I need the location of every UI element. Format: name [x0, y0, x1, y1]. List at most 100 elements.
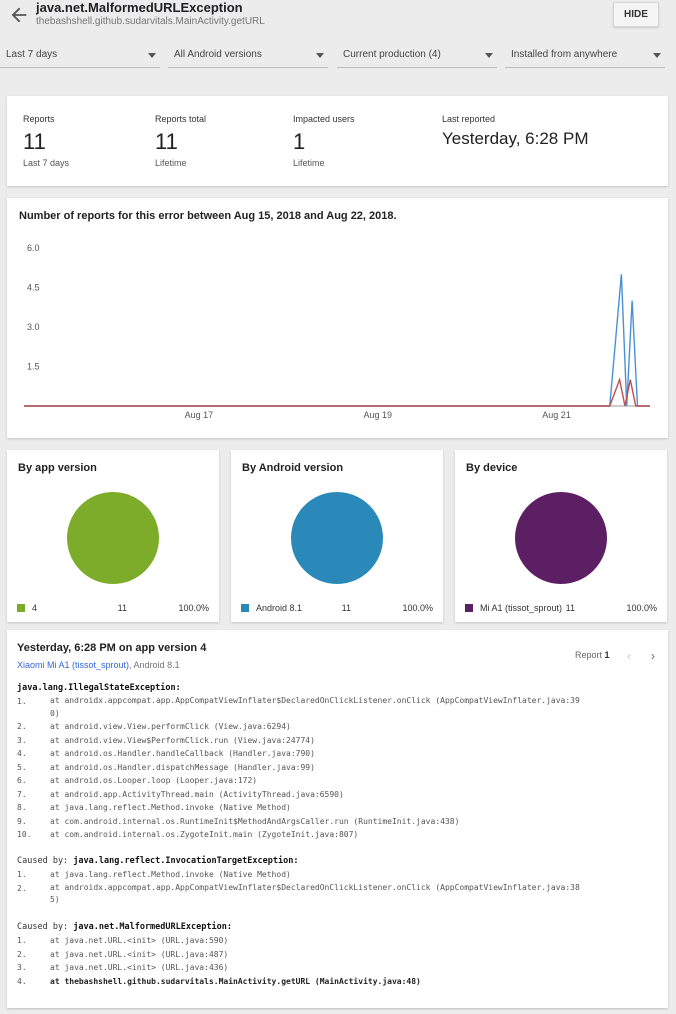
frame-text: at thebashshell.github.sudarvitals.MainA… — [50, 976, 421, 986]
stack-trace-block: Caused by: java.net.MalformedURLExceptio… — [17, 920, 662, 988]
exception-name: java.lang.IllegalStateException: — [17, 683, 181, 693]
stat-value: 11 — [23, 129, 46, 154]
legend-item-percent: 100.0% — [178, 603, 209, 613]
report-title: Yesterday, 6:28 PM on app version 4 — [17, 642, 207, 654]
stat-label: Reports total — [155, 114, 207, 124]
dropdown-caret-icon — [148, 53, 156, 58]
breakdown-title: By app version — [18, 462, 97, 474]
legend-item-percent: 100.0% — [402, 603, 433, 613]
frame-text: at com.android.internal.os.RuntimeInit$M… — [50, 816, 460, 826]
stat-value: 11 — [155, 129, 178, 154]
report-pager-number: 1 — [604, 650, 610, 660]
stack-frame: 3. at android.view.View$PerformClick.run … — [17, 734, 662, 748]
exception-prefix: Caused by: — [17, 856, 74, 866]
breakdown-legend-row: Mi A1 (tissot_sprout) 11 100.0% — [465, 602, 661, 616]
stat-sublabel: Lifetime — [293, 158, 325, 168]
reports-chart-card: Number of reports for this error between… — [7, 198, 668, 438]
frame-number: 4. — [17, 749, 27, 758]
hide-button[interactable]: HIDE — [613, 2, 659, 27]
stats-card: Reports 11 Last 7 days Reports total 11 … — [7, 96, 668, 186]
frame-text: at android.os.Handler.handleCallback (Ha… — [50, 749, 315, 758]
exception-header: java.lang.IllegalStateException: — [17, 681, 662, 695]
breakdown-title: By device — [466, 462, 518, 474]
report-pager: Report 1 — [575, 650, 610, 660]
frame-number: 7. — [17, 789, 27, 799]
device-link[interactable]: Xiaomi Mi A1 (tissot_sprout) — [17, 660, 130, 670]
legend-item-count: 11 — [117, 603, 127, 613]
pie-slice — [291, 492, 383, 584]
stack-frame: 5. at android.os.Handler.dispatchMessage … — [17, 761, 662, 775]
page-subtitle: thebashshell.github.sudarvitals.MainActi… — [36, 16, 265, 27]
frame-number: 10. — [17, 830, 32, 839]
stack-frame: 8. at java.lang.reflect.Method.invoke (Na… — [17, 801, 662, 815]
page-title: java.net.MalformedURLException — [36, 0, 243, 15]
frame-text: at androidx.appcompat.app.AppCompatViewI… — [50, 882, 580, 905]
exception-name: java.lang.reflect.InvocationTargetExcept… — [73, 856, 299, 866]
stack-frame: 2. at android.view.View.performClick (Vie… — [17, 720, 662, 734]
report-detail-card: Yesterday, 6:28 PM on app version 4 Xiao… — [7, 630, 668, 1008]
filter-label: Last 7 days — [6, 49, 58, 60]
frame-number: 3. — [17, 963, 27, 972]
by-app-version-card: By app version 4 11 100.0% — [7, 450, 219, 622]
frame-text: at java.net.URL.<init> (URL.java:436) — [50, 963, 229, 972]
y-tick-label: 4.5 — [27, 283, 40, 293]
legend-item-name: Android 8.1 — [256, 603, 303, 613]
breakdown-title: By Android version — [242, 462, 344, 474]
x-tick-label: Aug 21 — [542, 410, 571, 420]
back-arrow-icon[interactable] — [8, 4, 30, 26]
stack-frame: 3. at java.net.URL.<init> (URL.java:436) — [17, 961, 662, 975]
stat-impacted-users: Impacted users 1 Lifetime — [293, 114, 355, 168]
frame-number: 3. — [17, 735, 27, 745]
stack-trace-block: Caused by: java.lang.reflect.InvocationT… — [17, 854, 662, 907]
y-tick-label: 1.5 — [27, 362, 40, 372]
chevron-left-icon[interactable]: ‹ — [627, 649, 631, 663]
stack-frame: 1. at java.lang.reflect.Method.invoke (Na… — [17, 868, 662, 882]
filter-android-version[interactable]: All Android versions — [168, 44, 328, 68]
y-tick-label: 6.0 — [27, 243, 40, 253]
stack-frame: 4. at android.os.Handler.handleCallback (… — [17, 747, 662, 761]
filter-label: Installed from anywhere — [511, 49, 618, 60]
frame-number: 6. — [17, 776, 27, 785]
frame-number: 8. — [17, 803, 27, 812]
x-tick-label: Aug 19 — [363, 410, 392, 420]
frame-text: at java.net.URL.<init> (URL.java:487) — [50, 949, 229, 959]
stat-label: Last reported — [442, 114, 496, 124]
app-version-pie-chart — [67, 492, 159, 584]
frame-number: 9. — [17, 816, 27, 826]
stack-frame: 7. at android.app.ActivityThread.main (Ac… — [17, 788, 662, 802]
filter-install-source[interactable]: Installed from anywhere — [505, 44, 665, 68]
filter-app-version[interactable]: Current production (4) — [337, 44, 497, 68]
frame-number: 1. — [17, 936, 27, 945]
chevron-right-icon[interactable]: › — [651, 649, 655, 663]
frame-number: 1. — [17, 870, 27, 879]
breakdown-legend-row: 4 11 100.0% — [17, 602, 213, 616]
stack-trace-block: java.lang.IllegalStateException: 1. at an… — [17, 681, 662, 842]
stat-sublabel: Lifetime — [155, 158, 187, 168]
frame-text: at android.view.View$PerformClick.run (V… — [50, 735, 315, 745]
exception-name: java.net.MalformedURLException: — [73, 922, 232, 932]
frame-text: at android.view.View.performClick (View.… — [50, 722, 291, 731]
stack-frame: 1. at androidx.appcompat.app.AppCompatVie… — [17, 695, 662, 720]
stat-last-reported: Last reported Yesterday, 6:28 PM — [442, 114, 588, 149]
frame-number: 2. — [17, 722, 27, 731]
stack-frame: 10. at com.android.internal.os.ZygoteInit… — [17, 828, 662, 842]
legend-item-count: 11 — [565, 603, 575, 613]
y-tick-label: 3.0 — [27, 322, 40, 332]
frame-text: at com.android.internal.os.ZygoteInit.ma… — [50, 830, 359, 839]
by-android-version-card: By Android version Android 8.1 11 100.0% — [231, 450, 443, 622]
frame-number: 2. — [17, 883, 27, 893]
series-line — [24, 377, 650, 407]
stack-frame: 4. at thebashshell.github.sudarvitals.Mai… — [17, 975, 662, 989]
stat-label: Reports — [23, 114, 55, 124]
dropdown-caret-icon — [653, 53, 661, 58]
stack-frame: 2. at java.net.URL.<init> (URL.java:487) — [17, 948, 662, 962]
pie-slice — [515, 492, 607, 584]
filter-date-range[interactable]: Last 7 days — [0, 44, 160, 68]
frame-number: 4. — [17, 976, 27, 986]
exception-header: Caused by: java.net.MalformedURLExceptio… — [17, 920, 662, 934]
frame-text: at java.net.URL.<init> (URL.java:590) — [50, 936, 229, 945]
by-device-card: By device Mi A1 (tissot_sprout) 11 100.0… — [455, 450, 667, 622]
legend-swatch — [241, 604, 249, 612]
legend-item-percent: 100.0% — [626, 603, 657, 613]
frame-text: at java.lang.reflect.Method.invoke (Nati… — [50, 870, 291, 879]
